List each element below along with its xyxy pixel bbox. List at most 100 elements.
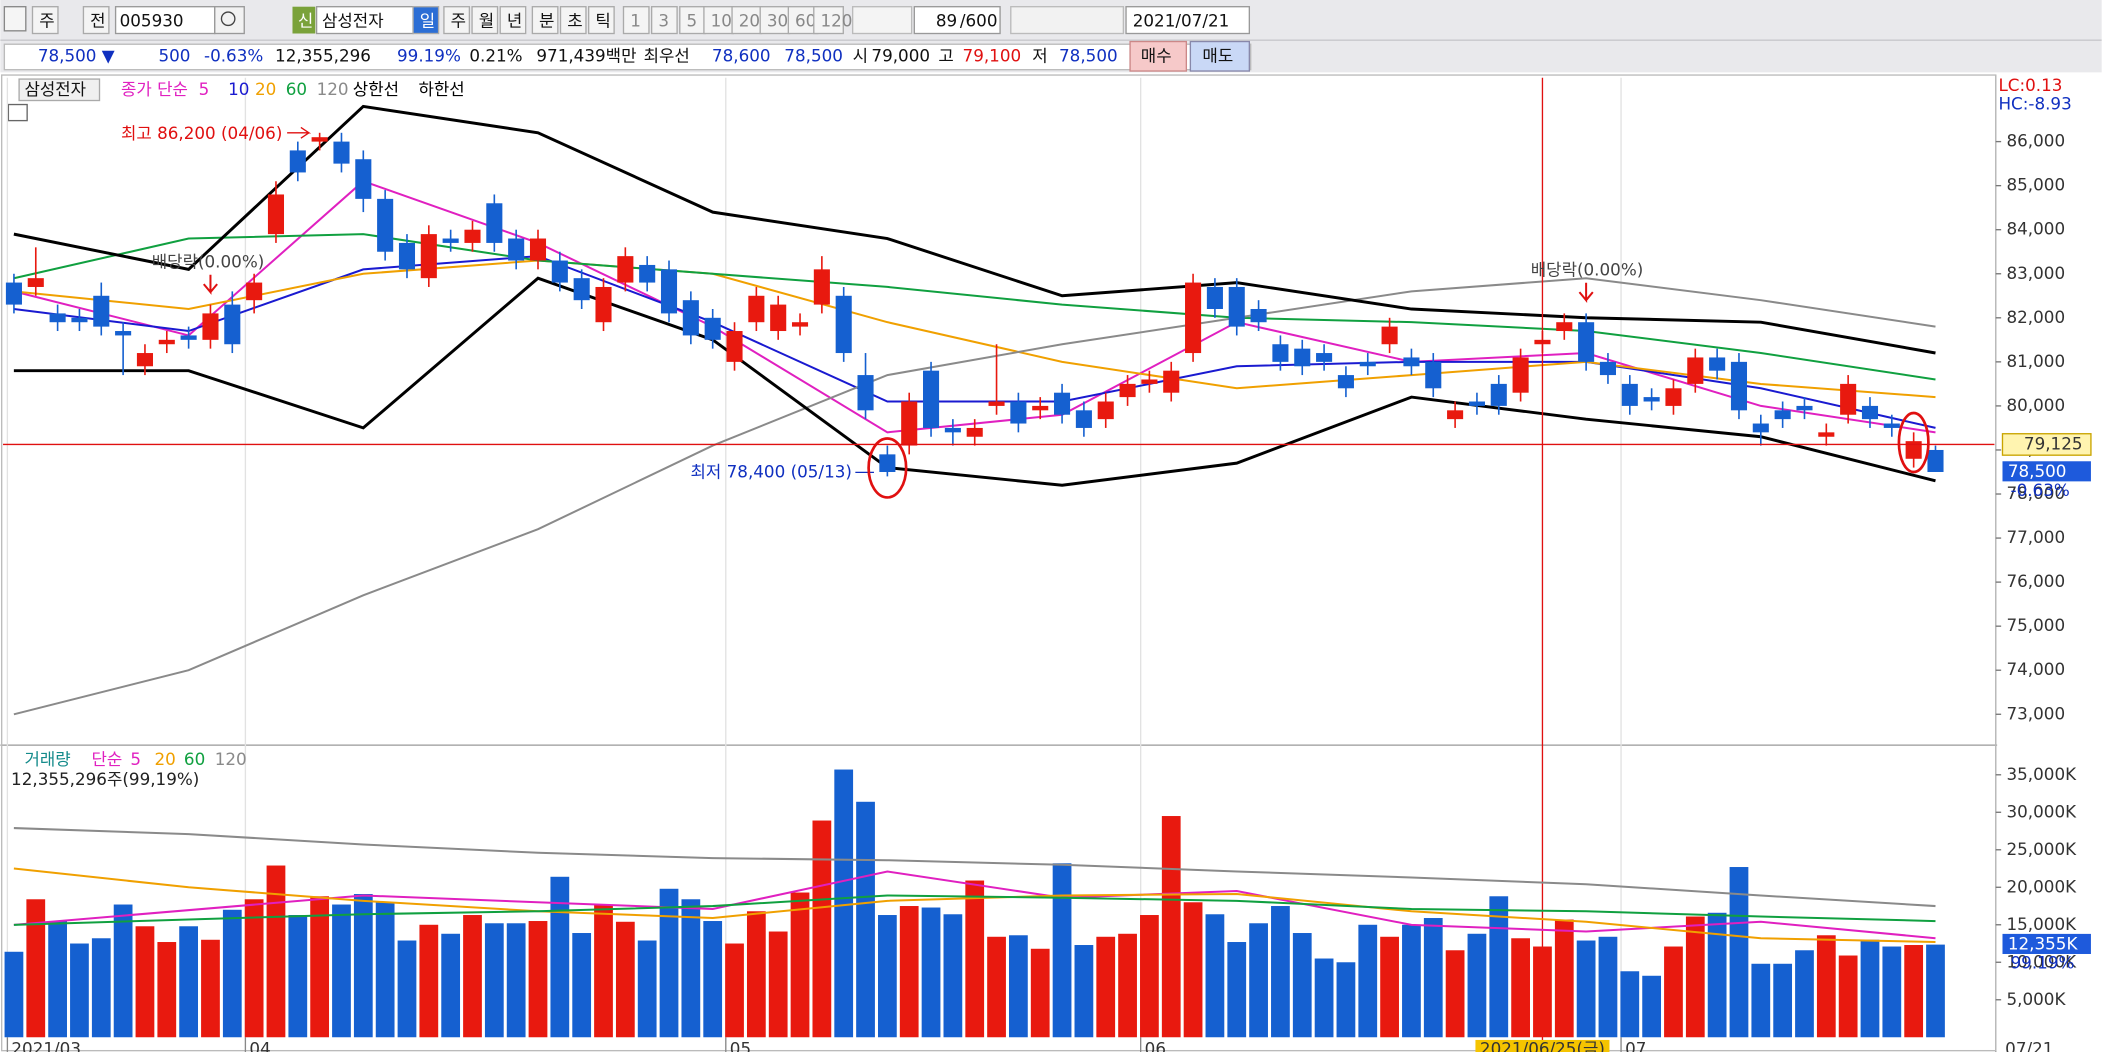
legend-entry[interactable]: 상한선 (353, 79, 399, 99)
volume-legend-entry[interactable]: 5 (130, 749, 141, 769)
volume-bar (1423, 918, 1443, 1038)
toolbar-label: 2021/07/21 (1133, 10, 1230, 30)
toolbar-label[interactable]: 분 (539, 10, 554, 30)
legend-entry[interactable]: 120 (317, 79, 349, 99)
candle-body (420, 234, 437, 279)
sell-button[interactable] (1189, 40, 1251, 72)
candle-body (1861, 405, 1879, 420)
chart-layer: 주 전 005930 신 삼성전자 일 주 월 년 분 초 틱 1 3 5 10 20 30 60 120 89/600… (3, 6, 2092, 1052)
volume-bar (1358, 924, 1378, 1038)
toolbar-label[interactable]: 3 (658, 10, 669, 30)
volume-bar (1009, 935, 1028, 1038)
ma-line (13, 233, 1936, 381)
toolbar-label[interactable]: 주 (39, 10, 54, 30)
toolbar-button[interactable] (759, 6, 791, 35)
legend-entry[interactable]: 10 (228, 79, 249, 99)
high-arrow (287, 126, 312, 139)
toolbar-button[interactable] (443, 6, 471, 35)
candle-body (1141, 379, 1158, 384)
toolbar-button[interactable] (787, 6, 819, 35)
candle-body (813, 269, 830, 305)
code-input[interactable] (114, 6, 216, 35)
y-tick-label: 78,000 (2007, 483, 2066, 503)
volume-bar (91, 938, 111, 1038)
toolbar-button[interactable] (679, 6, 706, 35)
toolbar-label[interactable]: 1 (630, 10, 641, 30)
toolbar-button[interactable] (650, 6, 678, 35)
volume-bar (1642, 975, 1662, 1038)
toolbar-button[interactable] (499, 6, 527, 35)
legend-entry[interactable]: 하한선 (418, 79, 464, 99)
volume-legend-entry[interactable]: 20 (154, 749, 175, 769)
candle-body (726, 331, 743, 362)
volume-bar (1030, 948, 1050, 1038)
toolbar-label: 005930 (120, 10, 184, 30)
buy-button[interactable] (1129, 40, 1188, 72)
quote-field[interactable]: 매수 (1141, 45, 1172, 65)
blank-select[interactable] (851, 6, 913, 35)
toolbar-button[interactable] (471, 6, 499, 35)
volume-legend-entry[interactable]: 120 (215, 749, 247, 769)
count-input[interactable] (913, 6, 1001, 35)
toolbar-label[interactable]: 일 (420, 10, 435, 30)
toolbar-button[interactable] (412, 6, 440, 35)
toolbar-button[interactable] (31, 6, 59, 35)
legend-prefix: 종가 단순 (121, 79, 188, 99)
candle-body (1425, 361, 1442, 389)
high-annotation: 최고 86,200 (04/06) (121, 123, 282, 143)
candle-body (1163, 370, 1180, 393)
tool-icons[interactable] (1010, 6, 1125, 35)
toolbar-label[interactable]: 초 (567, 10, 582, 30)
toolbar-label[interactable]: 10 (711, 10, 732, 30)
volume-bar (965, 880, 985, 1038)
toolbar-label[interactable]: 30 (767, 10, 788, 30)
quote-field: 971,439백만 (536, 45, 636, 65)
legend-entry[interactable]: 60 (286, 79, 307, 99)
toolbar-label[interactable]: 년 (507, 10, 522, 30)
toolbar-label[interactable]: 5 (686, 10, 697, 30)
toolbar-button[interactable] (587, 6, 615, 35)
toolbar-label[interactable]: 월 (479, 10, 494, 30)
quote-field[interactable]: 매도 (1202, 45, 1233, 65)
y-tick-label: 25,000K (2007, 839, 2078, 859)
search-button[interactable] (214, 6, 245, 35)
dividend-label: 배당락(0.00%) (152, 252, 265, 272)
crosshair-date-box (1475, 1039, 1610, 1052)
candle-body (1337, 375, 1354, 389)
candle-body (1250, 308, 1267, 323)
toolbar-label[interactable]: 60 (795, 10, 816, 30)
toolbar-label[interactable]: 120 (820, 10, 852, 30)
candle-body (791, 322, 809, 327)
date-input[interactable] (1125, 6, 1251, 35)
candle-body (158, 339, 175, 345)
y-tick-label: 82,000 (2007, 307, 2066, 327)
toolbar-button[interactable] (82, 6, 110, 35)
legend-entry[interactable]: 5 (199, 79, 210, 99)
volume-bar (1882, 946, 1902, 1038)
lc-label: LC:0.13 (1998, 75, 2062, 95)
volume-legend-entry[interactable]: 60 (184, 749, 205, 769)
toolbar-label[interactable]: 20 (739, 10, 760, 30)
toolbar-button[interactable] (531, 6, 559, 35)
grid-icon[interactable] (7, 103, 28, 122)
toolbar-label: 삼성전자 (322, 10, 384, 30)
volume-bar (1904, 945, 1924, 1038)
toolbar-button[interactable] (731, 6, 763, 35)
volume-bar (1751, 963, 1771, 1038)
toolbar-label[interactable]: 주 (451, 10, 466, 30)
toolbar-label[interactable]: 전 (90, 10, 105, 30)
toolbar-label[interactable]: 틱 (595, 10, 610, 30)
name-input[interactable] (315, 6, 414, 35)
volume-bar (703, 921, 723, 1038)
volume-bar (310, 896, 330, 1038)
toolbar-button[interactable] (622, 6, 650, 35)
y-tick-label: 35,000K (2007, 764, 2078, 784)
legend-entry[interactable]: 20 (255, 79, 276, 99)
candle-body (1796, 405, 1813, 411)
toolbar-button[interactable] (559, 6, 587, 35)
volume-bar (1183, 902, 1203, 1038)
menu-icon[interactable] (3, 6, 27, 32)
toolbar-button[interactable] (813, 6, 844, 35)
low-marker (867, 437, 908, 499)
new-badge[interactable] (292, 6, 316, 34)
